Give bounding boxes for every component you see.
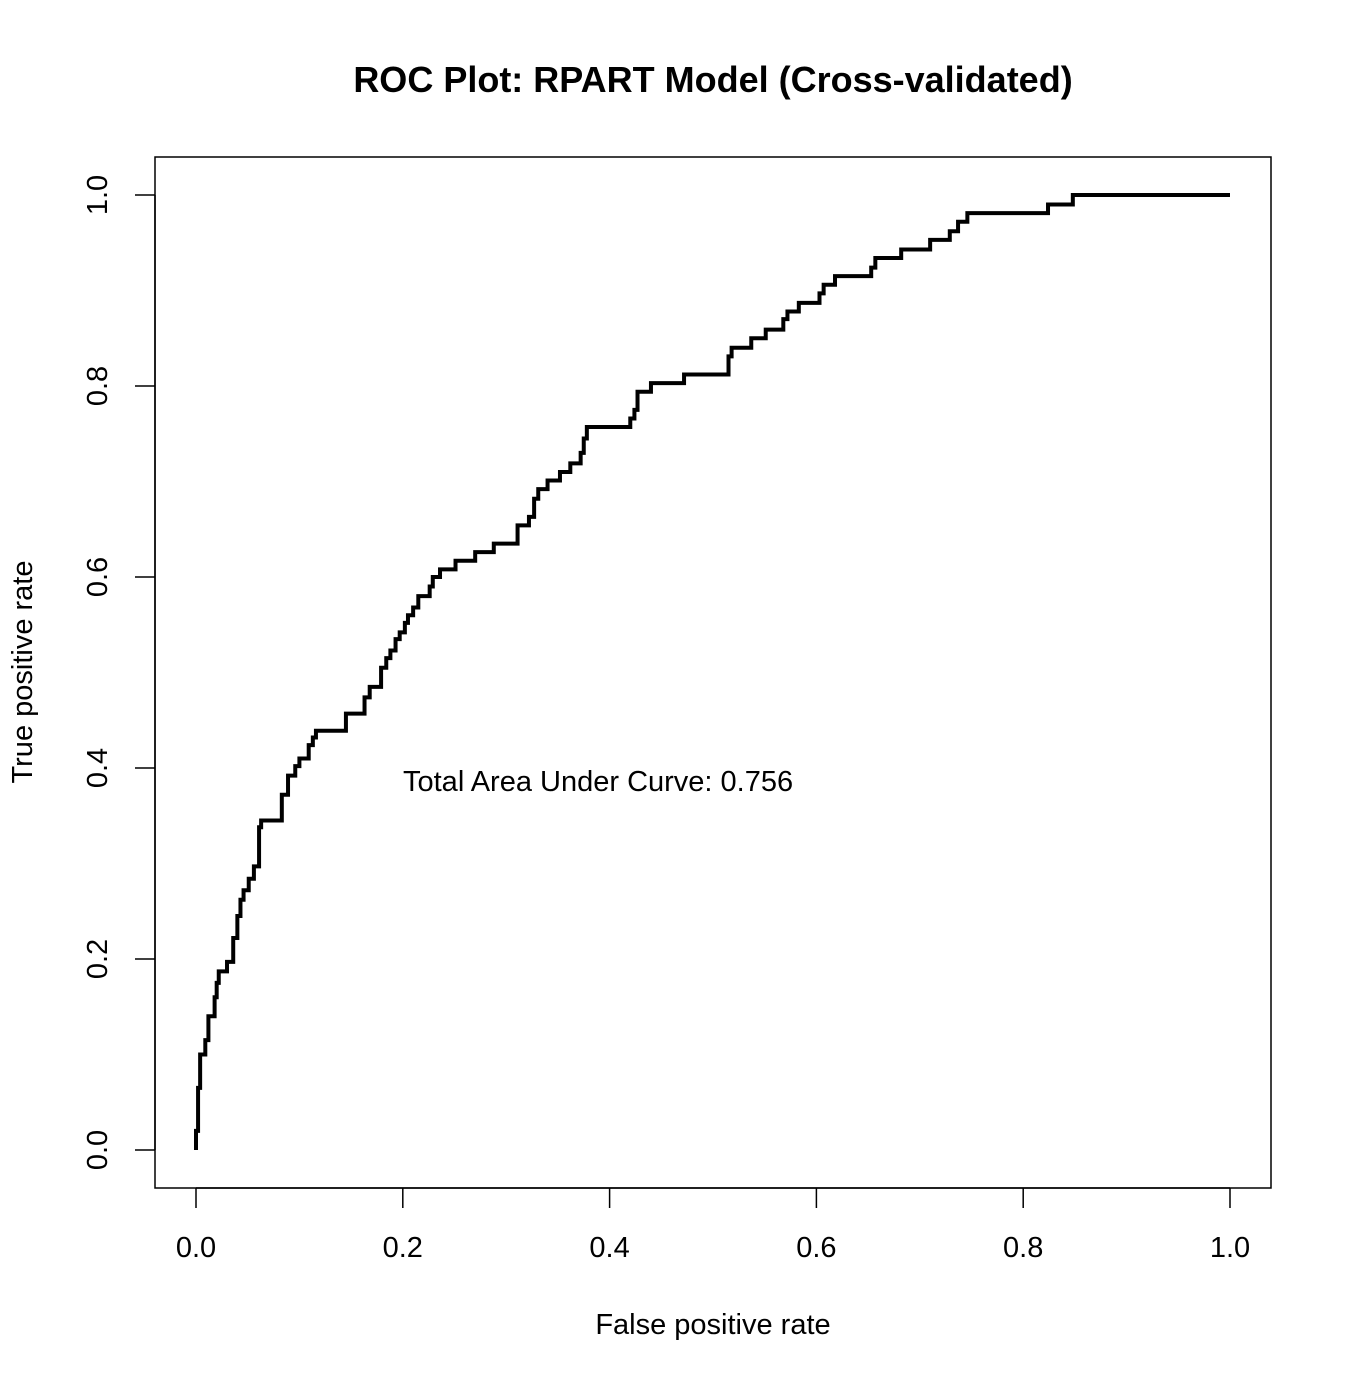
y-tick-label: 0.4 [82, 748, 114, 788]
y-axis: 0.0 0.2 0.4 0.6 0.8 1.0 [82, 175, 156, 1170]
chart-title: ROC Plot: RPART Model (Cross-validated) [353, 59, 1072, 100]
plot-frame [154, 156, 1272, 1189]
auc-annotation: Total Area Under Curve: 0.756 [403, 766, 793, 798]
x-tick-label: 0.6 [796, 1232, 836, 1264]
x-axis: 0.0 0.2 0.4 0.6 0.8 1.0 [176, 1187, 1250, 1264]
y-tick-label: 0.0 [82, 1130, 114, 1170]
y-tick-label: 0.2 [82, 939, 114, 979]
x-tick-label: 0.0 [176, 1232, 216, 1264]
y-tick-label: 0.6 [82, 557, 114, 597]
y-axis-label: True positive rate [7, 561, 39, 784]
y-tick-label: 1.0 [82, 175, 114, 215]
x-tick-label: 0.2 [383, 1232, 423, 1264]
x-tick-label: 0.8 [1003, 1232, 1043, 1264]
y-tick-label: 0.8 [82, 366, 114, 406]
x-tick-label: 0.4 [589, 1232, 629, 1264]
x-axis-label: False positive rate [595, 1309, 830, 1341]
roc-curve-line [194, 193, 1230, 1150]
x-tick-label: 1.0 [1210, 1232, 1250, 1264]
